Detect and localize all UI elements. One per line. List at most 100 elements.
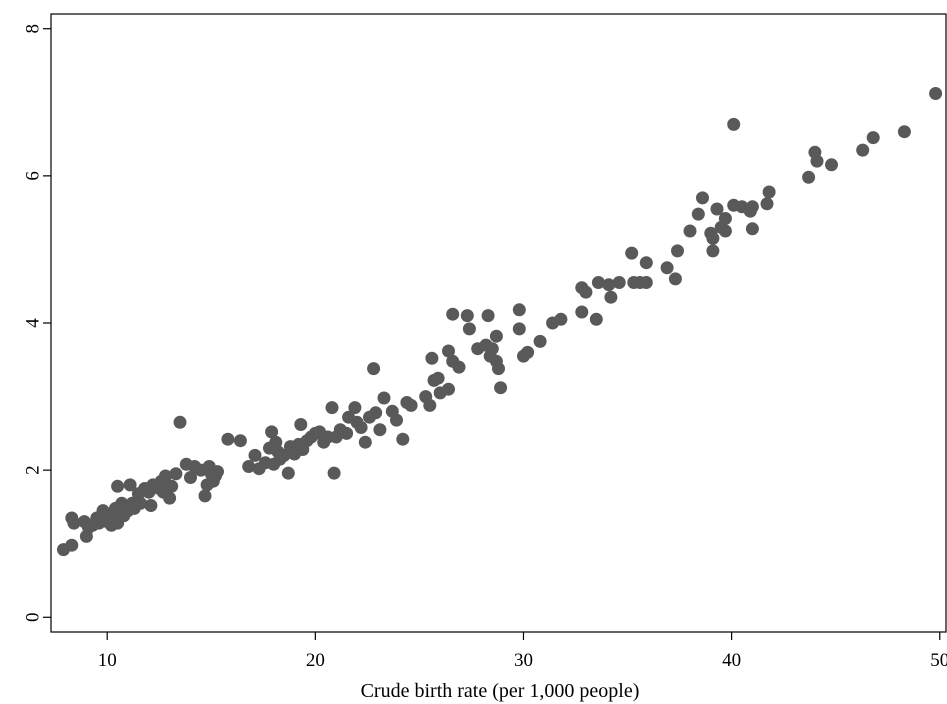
data-point — [718, 224, 732, 238]
data-point — [373, 423, 387, 437]
data-point — [745, 200, 759, 214]
data-point — [492, 362, 505, 376]
data-point — [856, 143, 870, 157]
data-point — [460, 309, 474, 323]
data-point — [65, 538, 79, 552]
data-point — [602, 278, 616, 292]
data-point — [589, 312, 603, 326]
data-point — [494, 381, 508, 395]
data-point — [221, 432, 235, 446]
data-point — [489, 329, 503, 343]
x-tick-label: 10 — [98, 650, 117, 671]
x-axis-title: Crude birth rate (per 1,000 people) — [361, 680, 640, 702]
data-point — [668, 272, 682, 286]
data-point — [431, 371, 445, 385]
data-point — [348, 401, 362, 415]
data-point — [706, 231, 720, 245]
y-tick-label: 8 — [22, 24, 43, 34]
data-point — [810, 154, 824, 168]
data-point — [575, 305, 589, 319]
data-point — [897, 125, 911, 139]
data-point — [325, 401, 339, 415]
data-point — [706, 244, 720, 258]
data-point — [612, 276, 626, 289]
data-point — [358, 435, 372, 449]
data-point — [367, 362, 381, 376]
data-point — [710, 202, 724, 216]
data-points — [57, 87, 943, 557]
data-point — [521, 345, 535, 359]
data-point — [533, 334, 547, 348]
data-point — [554, 312, 568, 326]
data-point — [718, 212, 732, 225]
data-point — [604, 290, 618, 304]
data-point — [512, 303, 526, 317]
data-point — [442, 382, 455, 396]
data-point — [184, 471, 197, 484]
data-point — [242, 460, 256, 473]
data-point — [639, 256, 653, 270]
data-point — [423, 398, 437, 412]
data-point — [354, 421, 368, 434]
data-point — [233, 434, 247, 448]
data-point — [425, 351, 439, 365]
data-point — [625, 246, 639, 260]
data-point — [762, 185, 776, 199]
plot-frame — [50, 13, 947, 633]
data-point — [660, 261, 674, 275]
data-point — [396, 432, 410, 446]
data-point — [377, 391, 391, 405]
x-tick-label: 40 — [722, 650, 741, 671]
x-tick-label: 50 — [930, 650, 947, 671]
data-point — [163, 491, 177, 505]
data-point — [294, 418, 308, 431]
data-point — [745, 222, 759, 236]
x-tick-label: 20 — [306, 650, 325, 671]
data-point — [579, 285, 593, 299]
y-tick-label: 4 — [22, 318, 43, 328]
data-point — [169, 467, 183, 481]
data-point — [327, 466, 341, 480]
data-point — [281, 466, 295, 480]
data-point — [760, 197, 774, 211]
x-tick-label: 30 — [514, 650, 533, 671]
data-point — [173, 415, 187, 429]
data-point — [639, 276, 653, 289]
data-point — [340, 426, 354, 440]
data-point — [404, 398, 418, 412]
y-tick-label: 6 — [22, 171, 43, 181]
data-point — [825, 158, 838, 172]
y-axis: 0 2 4 6 8 — [22, 24, 51, 622]
data-point — [159, 469, 172, 483]
data-point — [165, 479, 179, 493]
data-point — [462, 322, 476, 336]
data-point — [446, 307, 460, 321]
data-point — [481, 309, 495, 323]
x-axis: 10 20 30 40 50 — [98, 632, 947, 671]
data-point — [211, 465, 224, 479]
data-point — [442, 344, 455, 358]
data-point — [683, 224, 697, 238]
data-point — [134, 496, 147, 510]
data-point — [929, 87, 943, 100]
data-point — [123, 478, 137, 492]
y-tick-label: 2 — [22, 465, 43, 475]
data-point — [485, 342, 499, 356]
data-point — [390, 413, 403, 427]
data-point — [696, 191, 709, 205]
data-point — [452, 360, 466, 374]
data-point — [67, 516, 81, 530]
data-point — [369, 406, 383, 420]
data-point — [111, 479, 125, 493]
data-point — [727, 117, 741, 131]
data-point — [144, 499, 158, 512]
data-point — [671, 244, 684, 258]
data-point — [198, 489, 212, 503]
data-point — [512, 322, 526, 336]
data-point — [248, 448, 262, 462]
data-point — [591, 276, 605, 289]
y-tick-label: 0 — [22, 613, 43, 623]
data-point — [802, 170, 816, 184]
data-point — [866, 131, 880, 145]
